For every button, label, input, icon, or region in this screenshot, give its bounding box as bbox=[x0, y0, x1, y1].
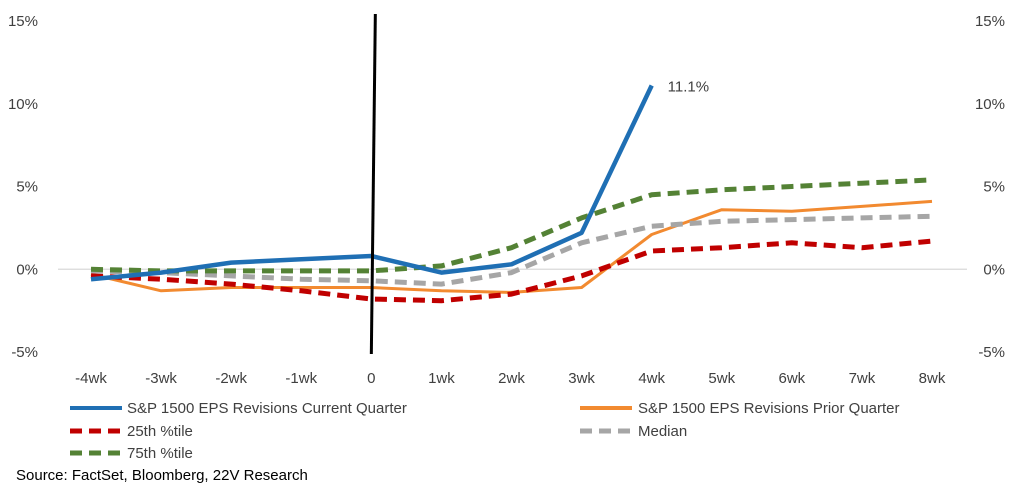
y-tick-label-left: -5% bbox=[11, 344, 38, 361]
x-tick-label: -4wk bbox=[75, 370, 107, 387]
legend-label: 25th %tile bbox=[127, 423, 193, 440]
x-tick-label: -2wk bbox=[215, 370, 247, 387]
legend-label: 75th %tile bbox=[127, 445, 193, 462]
x-tick-label: 8wk bbox=[919, 370, 946, 387]
y-tick-label-left: 5% bbox=[16, 179, 38, 196]
y-tick-label-left: 10% bbox=[8, 96, 38, 113]
y-tick-label-right: 0% bbox=[983, 261, 1005, 278]
x-tick-label: 5wk bbox=[708, 370, 735, 387]
x-tick-label: 4wk bbox=[638, 370, 665, 387]
x-tick-label: 3wk bbox=[568, 370, 595, 387]
y-tick-label-right: -5% bbox=[978, 344, 1005, 361]
series-lines bbox=[90, 84, 933, 304]
source-note: Source: FactSet, Bloomberg, 22V Research bbox=[16, 467, 308, 484]
series-line-2 bbox=[90, 238, 933, 304]
x-tick-label: 7wk bbox=[849, 370, 876, 387]
x-tick-label: 2wk bbox=[498, 370, 525, 387]
legend: S&P 1500 EPS Revisions Current Quarter S&… bbox=[70, 400, 900, 462]
x-tick-label: 1wk bbox=[428, 370, 455, 387]
vertical-marker-line bbox=[369, 13, 377, 355]
y-axis-left: -5% 0% 5% 10% 15% bbox=[8, 13, 38, 361]
x-axis: -4wk -3wk -2wk -1wk 0 1wk 2wk 3wk 4wk 5wk 6wk 7wk 8w… bbox=[75, 370, 946, 387]
x-tick-label: 0 bbox=[367, 370, 375, 387]
y-tick-label-left: 15% bbox=[8, 13, 38, 30]
legend-label: Median bbox=[638, 423, 687, 440]
x-tick-label: 6wk bbox=[778, 370, 805, 387]
legend-label: S&P 1500 EPS Revisions Current Quarter bbox=[127, 400, 407, 417]
y-tick-label-right: 5% bbox=[983, 179, 1005, 196]
y-axis-right: -5% 0% 5% 10% 15% bbox=[975, 13, 1005, 361]
y-tick-label-left: 0% bbox=[16, 261, 38, 278]
x-tick-label: -1wk bbox=[285, 370, 317, 387]
legend-label: S&P 1500 EPS Revisions Prior Quarter bbox=[638, 400, 900, 417]
y-tick-label-right: 15% bbox=[975, 13, 1005, 30]
current-quarter-end-label: 11.1% bbox=[668, 79, 709, 96]
x-tick-label: -3wk bbox=[145, 370, 177, 387]
y-tick-label-right: 10% bbox=[975, 96, 1005, 113]
series-line-4 bbox=[90, 177, 933, 274]
series-line-3 bbox=[90, 213, 933, 287]
